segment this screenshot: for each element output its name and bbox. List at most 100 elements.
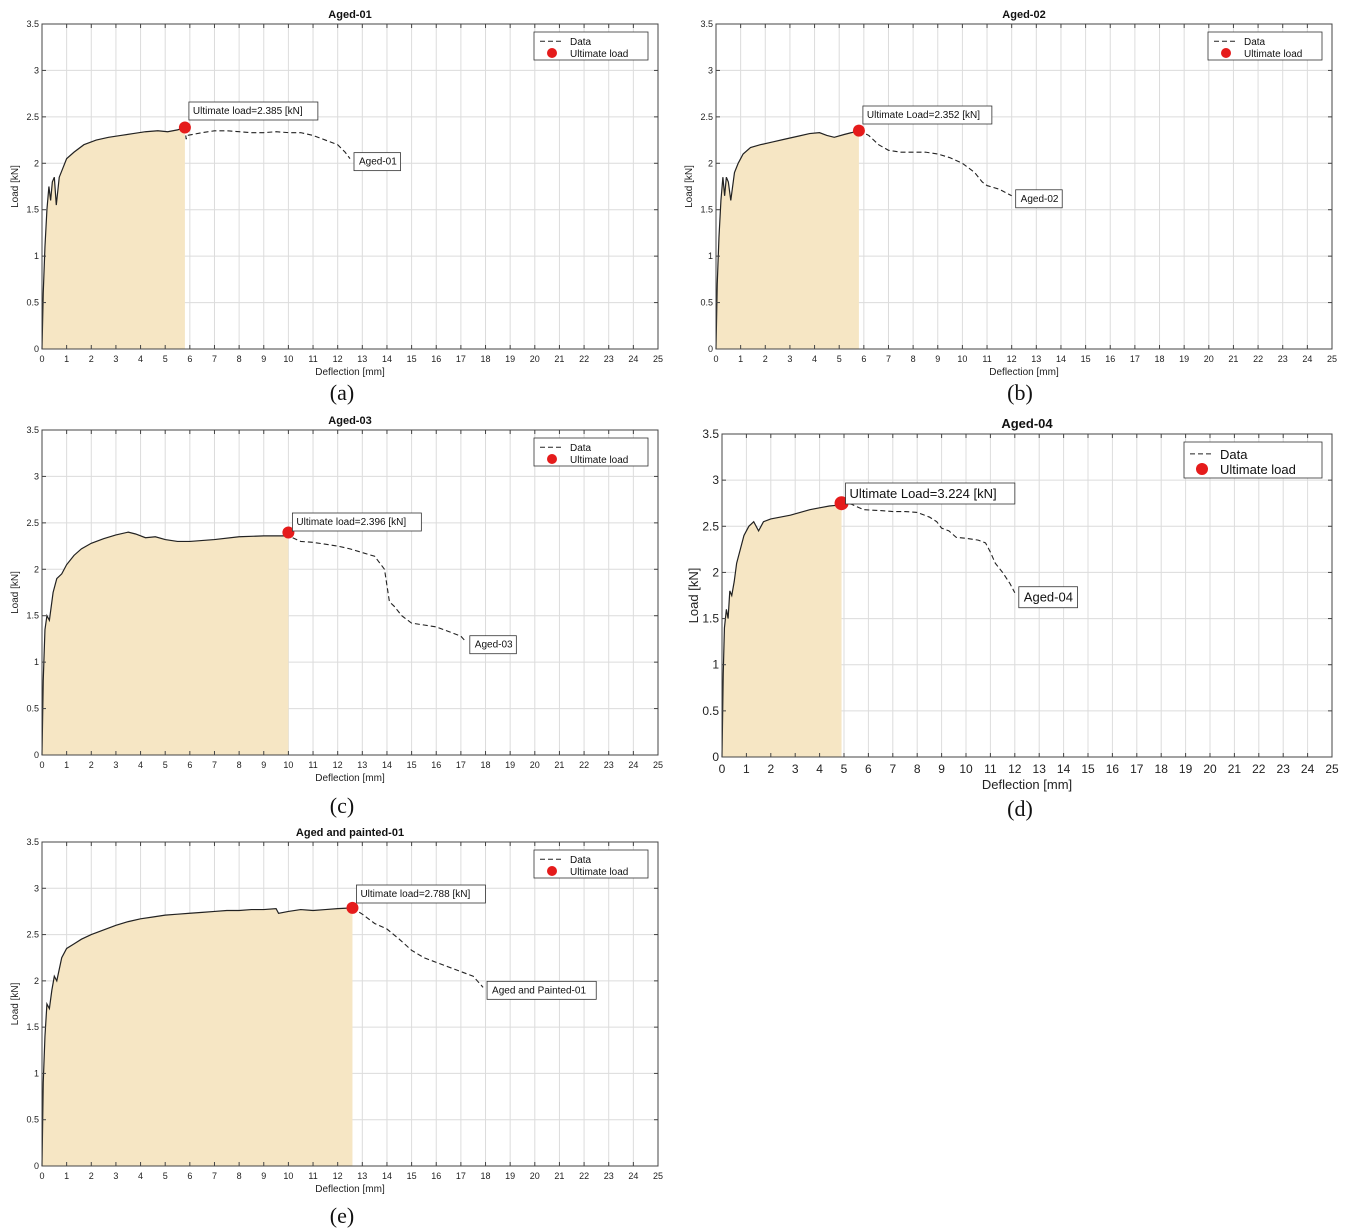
y-tick-label: 1 bbox=[34, 251, 39, 261]
legend-marker-swatch bbox=[547, 866, 557, 876]
x-tick-label: 6 bbox=[187, 354, 192, 364]
x-axis-label: Deflection [mm] bbox=[315, 367, 385, 378]
chart-svg: 0 1 2 3 4 5 6 7 8 9 10 11 12 13 14 15 16 17 18 19 20 21 22 23 24… bbox=[684, 9, 1337, 378]
x-tick-label: 11 bbox=[984, 762, 997, 776]
chart-title: Aged-03 bbox=[328, 415, 371, 427]
x-tick-label: 20 bbox=[1203, 762, 1217, 776]
x-tick-label: 15 bbox=[1081, 354, 1091, 364]
x-tick-label: 21 bbox=[554, 760, 564, 770]
x-tick-label: 17 bbox=[1130, 762, 1144, 776]
x-tick-label: 12 bbox=[1007, 354, 1017, 364]
x-tick-label: 25 bbox=[1327, 354, 1337, 364]
y-tick-label: 1.5 bbox=[700, 205, 713, 215]
legend-label: Data bbox=[570, 37, 592, 48]
y-tick-label: 2 bbox=[708, 158, 713, 168]
x-tick-label: 24 bbox=[1301, 762, 1315, 776]
legend-marker-swatch bbox=[547, 454, 557, 464]
y-tick-label: 3.5 bbox=[26, 19, 39, 29]
y-tick-label: 0.5 bbox=[26, 704, 39, 714]
y-tick-label: 3 bbox=[708, 65, 713, 75]
chart-panel-aged-04: 0 1 2 3 4 5 6 7 8 9 10 11 12 13 14 15 16 17 18 19 20 21 22 23 24… bbox=[674, 410, 1344, 796]
x-tick-label: 7 bbox=[212, 354, 217, 364]
chart-panel-aged-01: 0 1 2 3 4 5 6 7 8 9 10 11 12 13 14 15 16 17 18 19 20 21 22 23 24… bbox=[0, 4, 670, 380]
data-line-dashed bbox=[184, 127, 351, 159]
legend-marker-swatch bbox=[1221, 48, 1231, 58]
y-axis-label: Load [kN] bbox=[10, 165, 21, 208]
x-tick-label: 8 bbox=[914, 762, 921, 776]
ultimate-label-text: Ultimate Load=2.352 [kN] bbox=[867, 110, 980, 121]
x-tick-label: 19 bbox=[1179, 762, 1193, 776]
x-tick-label: 8 bbox=[237, 354, 242, 364]
chart-title: Aged-01 bbox=[328, 9, 371, 21]
data-line-solid bbox=[41, 531, 289, 756]
x-tick-label: 1 bbox=[64, 760, 69, 770]
x-tick-label: 14 bbox=[1057, 762, 1071, 776]
y-tick-label: 1.5 bbox=[26, 1022, 39, 1032]
ultimate-label-text: Ultimate load=2.396 [kN] bbox=[296, 517, 406, 528]
x-tick-label: 12 bbox=[333, 1171, 343, 1181]
x-tick-label: 22 bbox=[1252, 762, 1266, 776]
legend-label: Ultimate load bbox=[570, 49, 628, 60]
y-axis-label: Load [kN] bbox=[10, 982, 21, 1025]
chart-title: Aged-02 bbox=[1002, 9, 1045, 21]
legend-label: Data bbox=[570, 855, 592, 866]
x-tick-label: 9 bbox=[261, 354, 266, 364]
ultimate-load-marker bbox=[346, 901, 359, 914]
legend-label: Data bbox=[1244, 37, 1266, 48]
caption-c: (c) bbox=[329, 793, 355, 818]
x-tick-label: 0 bbox=[39, 760, 44, 770]
legend-label: Ultimate load bbox=[1244, 49, 1302, 60]
x-tick-label: 15 bbox=[407, 760, 417, 770]
ultimate-load-marker bbox=[834, 496, 849, 511]
x-tick-label: 17 bbox=[1130, 354, 1140, 364]
x-tick-label: 15 bbox=[407, 1171, 417, 1181]
x-tick-label: 8 bbox=[911, 354, 916, 364]
x-tick-label: 9 bbox=[261, 1171, 266, 1181]
chart-panel-aged-painted-01: 0 1 2 3 4 5 6 7 8 9 10 11 12 13 14 15 16 17 18 19 20 21 22 23 24… bbox=[0, 822, 670, 1202]
y-tick-label: 3.5 bbox=[26, 425, 39, 435]
x-tick-label: 20 bbox=[530, 1171, 540, 1181]
x-tick-label: 0 bbox=[719, 762, 726, 776]
x-tick-label: 9 bbox=[261, 760, 266, 770]
x-tick-label: 10 bbox=[283, 760, 293, 770]
data-line-solid bbox=[41, 907, 353, 1167]
x-tick-label: 14 bbox=[382, 760, 392, 770]
x-tick-label: 0 bbox=[713, 354, 718, 364]
legend-box bbox=[533, 31, 649, 61]
chart-panel-aged-02: 0 1 2 3 4 5 6 7 8 9 10 11 12 13 14 15 16 17 18 19 20 21 22 23 24… bbox=[674, 4, 1344, 380]
x-tick-label: 19 bbox=[505, 1171, 515, 1181]
curve-annotation-box bbox=[353, 152, 401, 172]
y-tick-label: 0.5 bbox=[26, 1115, 39, 1125]
x-tick-label: 24 bbox=[628, 1171, 638, 1181]
x-tick-label: 24 bbox=[628, 760, 638, 770]
grid bbox=[715, 23, 1333, 350]
x-tick-label: 20 bbox=[530, 354, 540, 364]
x-tick-label: 2 bbox=[767, 762, 774, 776]
y-tick-label: 1 bbox=[712, 658, 719, 672]
y-tick-label: 1.5 bbox=[26, 205, 39, 215]
ultimate-label-box bbox=[845, 482, 1016, 505]
x-tick-label: 4 bbox=[138, 354, 143, 364]
x-tick-label: 11 bbox=[308, 760, 317, 770]
data-line-dashed bbox=[352, 907, 484, 988]
x-tick-label: 11 bbox=[308, 354, 317, 364]
x-tick-label: 6 bbox=[861, 354, 866, 364]
y-tick-label: 2.5 bbox=[700, 112, 713, 122]
x-tick-label: 7 bbox=[212, 760, 217, 770]
y-tick-label: 3 bbox=[34, 471, 39, 481]
x-tick-label: 1 bbox=[64, 1171, 69, 1181]
x-tick-label: 3 bbox=[113, 760, 118, 770]
caption-a: (a) bbox=[329, 380, 355, 405]
y-tick-label: 0.5 bbox=[26, 298, 39, 308]
x-tick-label: 12 bbox=[333, 760, 343, 770]
x-tick-label: 13 bbox=[357, 1171, 367, 1181]
x-tick-label: 18 bbox=[481, 760, 491, 770]
x-tick-label: 7 bbox=[889, 762, 896, 776]
y-tick-label: 0 bbox=[708, 344, 713, 354]
legend-marker-swatch bbox=[1196, 463, 1208, 475]
y-tick-label: 0 bbox=[34, 1161, 39, 1171]
x-axis-label: Deflection [mm] bbox=[315, 773, 385, 784]
x-tick-label: 15 bbox=[1081, 762, 1095, 776]
chart-title: Aged-04 bbox=[1001, 416, 1053, 431]
x-tick-label: 23 bbox=[1277, 762, 1291, 776]
